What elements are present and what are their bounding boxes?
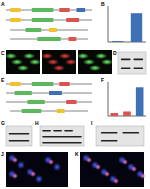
signal — [86, 157, 92, 163]
signal — [122, 159, 128, 165]
signal — [5, 53, 17, 59]
panel-label: B — [101, 1, 105, 7]
signal — [47, 59, 59, 65]
bar — [111, 113, 119, 116]
bar — [112, 41, 123, 42]
gene-box — [49, 28, 57, 32]
gene-box — [69, 37, 77, 41]
y-axis — [108, 82, 109, 116]
micrograph — [6, 152, 68, 187]
micrograph — [80, 152, 144, 187]
gene-box — [15, 91, 32, 95]
signal — [83, 59, 95, 65]
signal — [12, 173, 18, 179]
signal — [23, 53, 35, 59]
blot — [96, 126, 144, 146]
panel-label: G — [1, 120, 5, 126]
signal — [95, 164, 101, 170]
gene-box — [32, 82, 54, 86]
panel-label: F — [101, 77, 104, 83]
micrograph — [42, 50, 76, 74]
micrograph — [6, 50, 40, 74]
gene-box — [77, 8, 86, 12]
blot — [6, 126, 32, 146]
signal — [59, 53, 71, 59]
band — [42, 130, 51, 132]
gene-box — [10, 18, 20, 22]
band — [42, 136, 82, 138]
panel-label: J — [1, 151, 4, 157]
signal — [48, 159, 54, 165]
gene-box — [59, 8, 69, 12]
dna-line — [6, 102, 92, 103]
blot — [118, 52, 146, 74]
signal — [95, 53, 107, 59]
band — [42, 142, 82, 144]
signal — [41, 53, 53, 59]
band — [9, 140, 30, 142]
signal — [65, 59, 77, 65]
band — [64, 130, 73, 132]
panel-label: C — [1, 50, 5, 56]
gene-box — [22, 109, 42, 113]
gene-box — [37, 37, 60, 41]
y-axis — [108, 6, 109, 42]
bars — [112, 13, 142, 42]
band — [133, 59, 143, 61]
signal — [89, 65, 101, 71]
bars — [111, 87, 144, 116]
signal — [113, 178, 119, 184]
gene-box — [26, 28, 42, 32]
nucleus — [53, 163, 61, 171]
band — [53, 130, 62, 132]
signal — [12, 157, 18, 163]
gene-box — [59, 82, 69, 86]
gene-box — [10, 8, 20, 12]
gene-box — [49, 91, 62, 95]
signal — [30, 171, 36, 177]
band — [121, 59, 131, 61]
panel-label: I — [91, 120, 93, 126]
gene-box — [66, 100, 76, 104]
bar — [131, 13, 142, 42]
figure: A B C D E F G H I J K — [0, 0, 150, 189]
panel-label: D — [113, 50, 117, 56]
band — [101, 132, 118, 134]
blot — [40, 126, 84, 146]
signal — [17, 65, 29, 71]
nucleus — [17, 161, 25, 169]
band — [121, 67, 131, 69]
signal — [140, 173, 146, 179]
panel-label: K — [75, 151, 79, 157]
band — [133, 67, 143, 69]
gene-box — [57, 109, 65, 113]
bar — [136, 87, 144, 116]
band — [9, 133, 30, 135]
gene-box — [32, 8, 54, 12]
panel-label: E — [1, 77, 5, 83]
micrograph — [78, 50, 112, 74]
band — [122, 132, 139, 134]
signal — [131, 166, 137, 172]
signal — [104, 171, 110, 177]
panel-label: A — [1, 1, 5, 7]
nucleus — [35, 175, 43, 183]
band — [101, 140, 118, 142]
gene-box — [10, 82, 20, 86]
signal — [29, 59, 41, 65]
signal — [11, 59, 23, 65]
signal — [101, 59, 113, 65]
bar — [123, 111, 131, 116]
gene-box — [66, 18, 79, 22]
panel-label: H — [35, 120, 39, 126]
gene-box — [28, 100, 45, 104]
signal — [77, 53, 89, 59]
gene-box — [32, 18, 54, 22]
signal — [53, 65, 65, 71]
